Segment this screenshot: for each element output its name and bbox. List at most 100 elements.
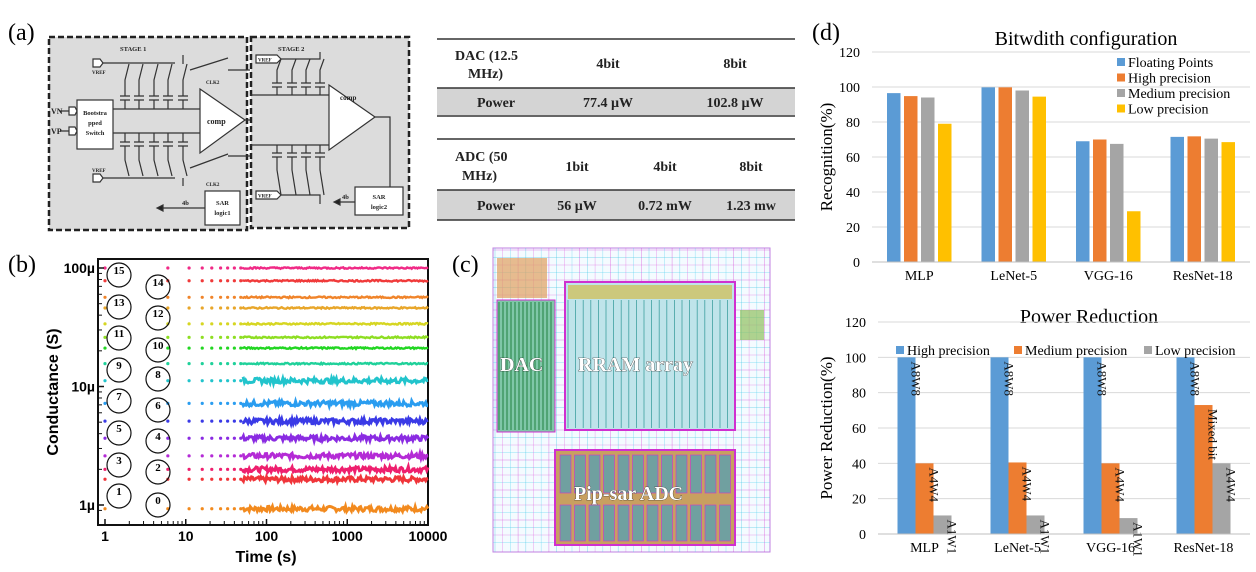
level-circle [106,325,132,351]
data-point [187,362,191,366]
level-circle [106,388,132,414]
legend-swatch [896,346,904,354]
chip-layout-image: DAC RRAM array Pip-sar ADC [492,247,771,553]
ytick-label: 80 [846,116,860,131]
bootstrap-label: pped [88,120,102,127]
bar-high-precision [1176,357,1195,534]
data-point [200,266,204,270]
level-label: 8 [155,369,161,381]
bar-low-precision [1026,515,1045,534]
data-point [226,467,230,471]
level-circle [145,492,171,518]
data-point [200,477,204,481]
data-point [218,279,223,283]
data-point [187,401,191,406]
b-xtick-label: 1 [101,528,109,544]
b-ytick-label: 100µ [64,260,95,276]
data-point [239,346,243,350]
data-point [187,454,191,458]
level-label: 2 [155,462,161,474]
data-line [241,360,429,367]
adc-col: 1bit [565,160,589,175]
bar-medium-precision [1101,463,1120,534]
adc-power-value: 1.23 mw [726,199,777,214]
legend-swatch [1117,104,1125,113]
data-point [166,467,170,471]
category-label: MLP [905,269,934,284]
trace-level-9 [103,345,429,351]
layout-rram-label: RRAM array [578,354,693,376]
bar-label: A4W4 [1113,467,1128,502]
data-point [232,467,236,471]
data-line [242,278,429,284]
ytick-label: 120 [839,46,860,61]
bar-high-precision [1187,136,1201,262]
bar-medium-precision [921,97,935,262]
ytick-label: 20 [846,221,860,236]
ytick-label: 40 [846,186,860,201]
ytick-label: 0 [853,256,860,271]
data-point [166,436,170,440]
bar-high-precision [1093,139,1107,262]
data-point [210,477,214,481]
bits-label: 4b [182,200,189,207]
data-point [200,362,204,366]
data-line [241,334,429,340]
data-point [210,295,214,299]
data-point [232,507,236,511]
data-point [200,436,204,440]
data-point [210,362,214,366]
data-point [200,379,204,383]
trace-level-11 [103,321,429,327]
data-line [241,447,429,464]
data-point [103,335,107,339]
bar-low-precision [938,123,952,262]
data-point [239,306,243,310]
data-line [241,265,429,271]
bar-low-precision [1221,142,1235,262]
data-point [218,419,223,423]
level-label: 10 [153,340,165,352]
bar-label: A1W1 [1038,519,1053,554]
data-point [187,279,191,283]
trace-level-7 [103,372,429,390]
vn-label: VN [51,107,63,116]
data-point [200,419,204,423]
data-point [218,507,223,511]
data-point [226,401,230,406]
capacitor-icon [163,63,173,177]
bar-floating-points [1076,141,1090,262]
rram-array-region [564,281,736,431]
clk2-label: CLK2 [206,81,220,86]
data-point [226,279,230,283]
panel-label-c: (c) [452,252,479,278]
legend-swatch [1117,89,1125,97]
data-point [226,335,230,339]
data-point [210,454,214,458]
adc-header: MHz) [462,169,497,184]
level-circle [106,452,132,478]
data-point [210,467,214,471]
data-point [166,362,170,366]
data-line [241,294,429,300]
data-point [218,401,223,406]
sar1-label: SAR [216,200,229,207]
data-line [240,395,429,412]
bootstrap-label: Bootstra [83,110,108,117]
level-label: 15 [114,265,126,277]
data-point [239,322,243,326]
adc-col: 4bit [653,160,677,175]
data-point [218,477,223,481]
data-point [187,379,191,383]
category-label: LeNet-5 [994,541,1041,556]
data-point [226,454,230,458]
bar-label: Mixed bit [1206,409,1221,460]
ylabel: Power Reduction(%) [817,356,836,499]
bar-low-precision [1127,211,1141,262]
legend-label: Low precision [1155,344,1235,359]
data-point [103,379,107,383]
trace-level-13 [103,294,429,300]
ytick-label: 100 [845,351,866,366]
dac-col: 8bit [723,57,747,72]
